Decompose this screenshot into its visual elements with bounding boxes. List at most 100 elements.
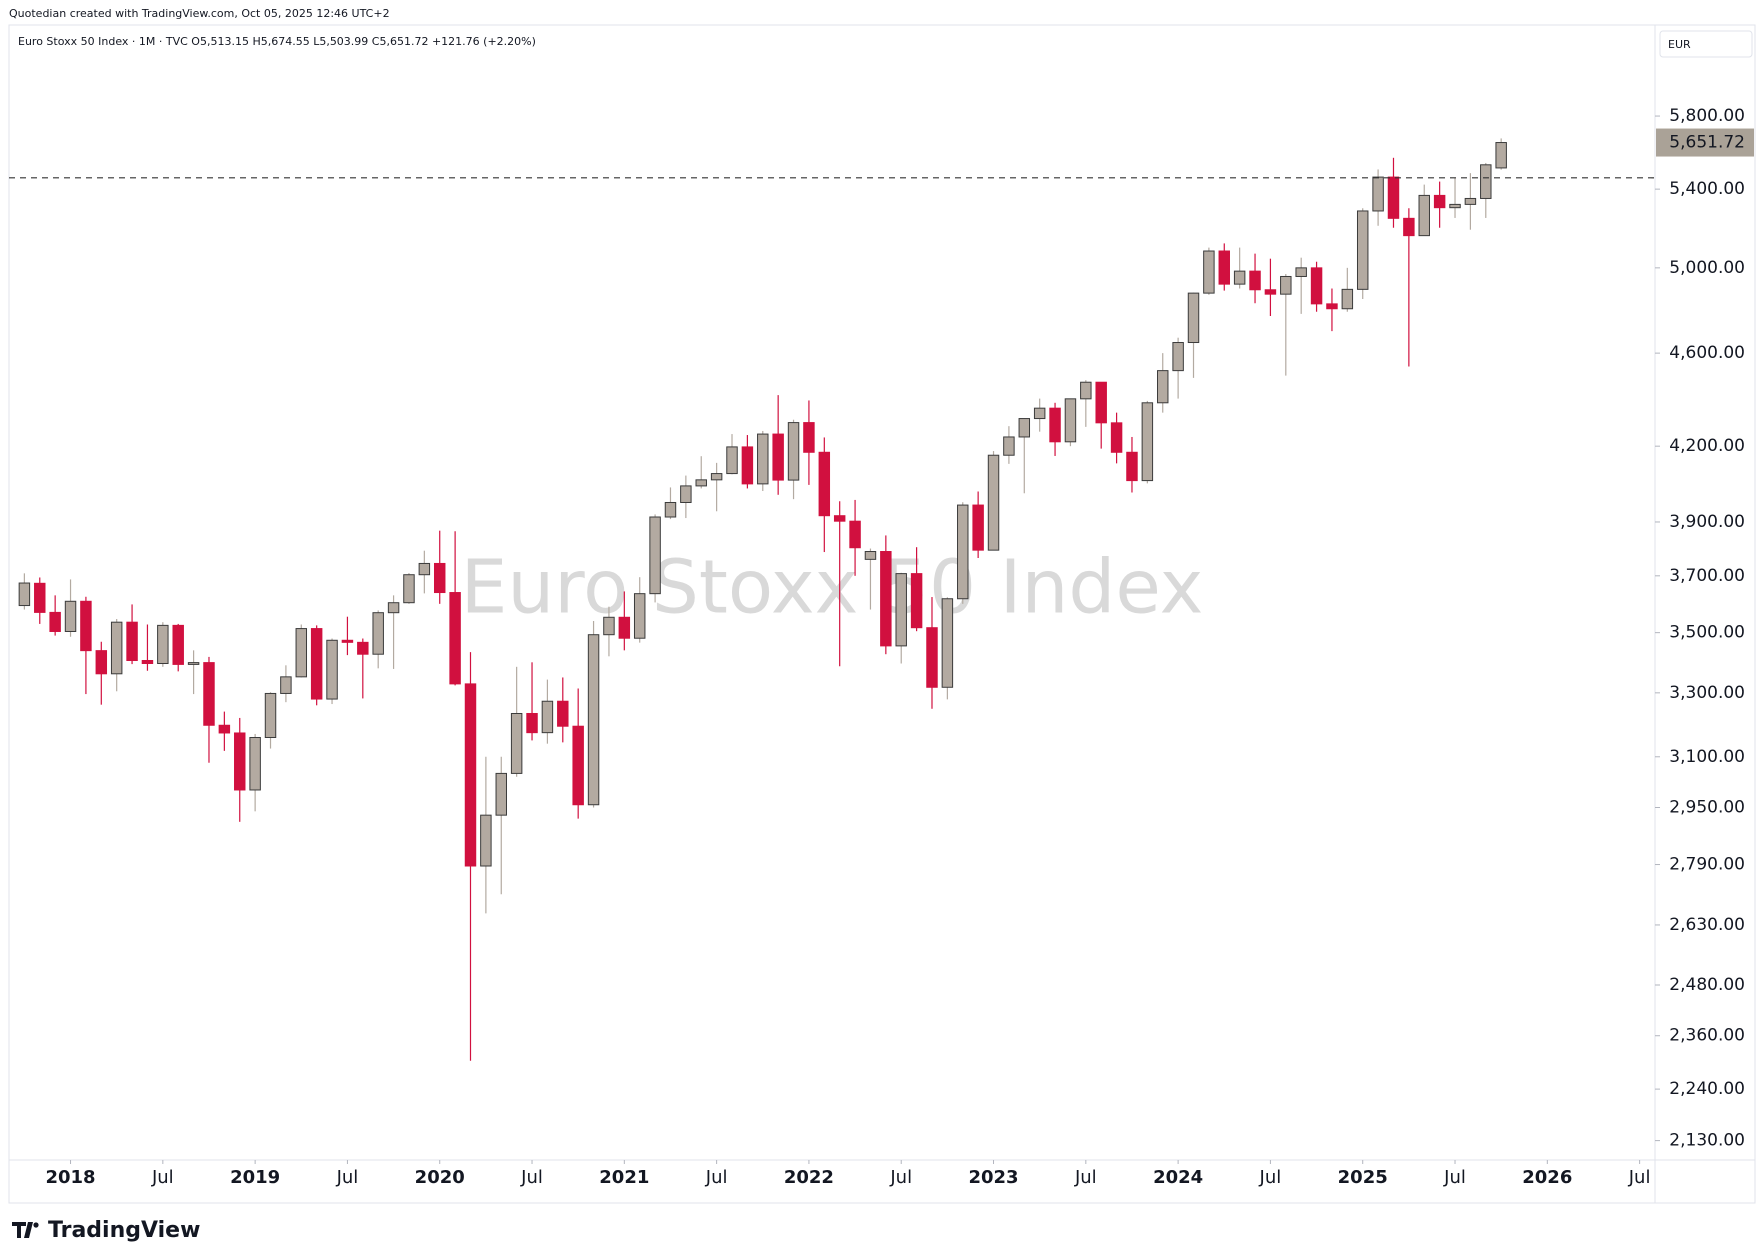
y-tick-label: 5,400.00	[1669, 179, 1745, 199]
candle-body	[757, 433, 769, 485]
candle-body	[203, 662, 215, 726]
candle-body	[264, 692, 277, 738]
candle-body	[1203, 250, 1215, 294]
candle-body	[110, 621, 123, 675]
candle-body	[572, 725, 584, 806]
candle-body	[1372, 176, 1384, 212]
candle-body	[464, 683, 477, 867]
x-tick-label: 2021	[599, 1167, 649, 1188]
candle-body	[633, 593, 646, 639]
candle-body	[926, 627, 938, 688]
x-tick-label: Jul	[1443, 1167, 1466, 1188]
candle-body	[1233, 270, 1246, 285]
candle-body	[710, 473, 723, 481]
candle-body	[1403, 217, 1415, 237]
x-tick-label: Jul	[1628, 1167, 1651, 1188]
watermark: Euro Stoxx 50 Index	[461, 545, 1204, 631]
candle-body	[1141, 402, 1154, 482]
currency: EUR	[1668, 38, 1691, 51]
candle-body	[295, 628, 308, 678]
x-tick-label: 2018	[45, 1167, 95, 1188]
candle-body	[587, 634, 600, 806]
x-tick-label: 2019	[230, 1167, 280, 1188]
candle-body	[895, 573, 907, 647]
candle-body	[1310, 267, 1323, 305]
candle-body	[880, 551, 892, 647]
x-tick-label: 2024	[1153, 1167, 1203, 1188]
x-tick-label: 2020	[415, 1167, 465, 1188]
candle-body	[1218, 250, 1231, 285]
y-tick-label: 2,130.00	[1669, 1131, 1745, 1151]
candle-body	[187, 662, 200, 665]
chart-frame	[8, 24, 1756, 1204]
candle-body	[1449, 203, 1461, 209]
y-tick-label: 2,240.00	[1669, 1079, 1745, 1099]
candle-body	[449, 592, 461, 685]
y-tick-label: 2,790.00	[1669, 855, 1745, 875]
candle-body	[1080, 381, 1092, 400]
candle-body	[972, 504, 984, 551]
candle-body	[310, 628, 323, 700]
candle-body	[987, 454, 1000, 551]
candle-body	[433, 562, 446, 594]
candle-body	[1295, 267, 1307, 277]
x-tick-label: Jul	[336, 1167, 359, 1188]
candle-body	[1495, 142, 1507, 169]
candle-body	[1341, 288, 1354, 310]
x-tick-label: Jul	[705, 1167, 728, 1188]
candle-body	[1018, 418, 1031, 438]
candle-body	[387, 602, 400, 614]
candle-body	[1049, 407, 1061, 443]
candle-body	[1356, 210, 1369, 290]
y-tick-label: 5,800.00	[1669, 106, 1745, 126]
candle-body	[1003, 436, 1015, 456]
currency-box[interactable]	[1659, 30, 1753, 58]
candle-body	[1433, 194, 1446, 209]
y-tick-label: 3,700.00	[1669, 566, 1745, 586]
attribution: Quotedian created with TradingView.com, …	[9, 7, 390, 20]
candle-body	[280, 676, 292, 694]
candle-body	[418, 562, 431, 576]
candle-body	[695, 479, 707, 487]
candle-body	[49, 611, 61, 632]
brand-logo	[12, 1222, 39, 1238]
candle-body	[1157, 370, 1169, 404]
candle-body	[357, 641, 369, 655]
candle-body	[126, 621, 138, 661]
y-tick-label: 4,200.00	[1669, 436, 1745, 456]
candle-body	[234, 732, 246, 791]
last-price-box	[1656, 128, 1754, 157]
candle-body	[1480, 164, 1492, 199]
candle-body	[680, 485, 692, 503]
candle-body	[80, 600, 92, 652]
candle-body	[941, 598, 954, 688]
candle-body	[726, 446, 738, 475]
candle-body	[557, 700, 569, 727]
y-tick-label: 2,360.00	[1669, 1026, 1745, 1046]
candle-body	[526, 712, 538, 734]
x-tick-label: Jul	[889, 1167, 912, 1188]
y-tick-label: 5,000.00	[1669, 258, 1745, 278]
candle-body	[1187, 292, 1200, 344]
candle-body	[833, 515, 846, 522]
y-tick-label: 4,600.00	[1669, 343, 1745, 363]
candle-body	[1280, 275, 1292, 295]
candle-body	[1033, 407, 1046, 420]
candle-body	[818, 451, 831, 517]
x-tick-label: Jul	[151, 1167, 174, 1188]
x-tick-label: 2023	[968, 1167, 1018, 1188]
candle-body	[495, 772, 507, 816]
candle-body	[1264, 289, 1277, 295]
candle-body	[664, 501, 677, 518]
candle-body	[541, 700, 554, 734]
candle-body	[603, 616, 615, 636]
x-tick-label: Jul	[520, 1167, 543, 1188]
last-price-label: 5,651.72	[1669, 133, 1745, 153]
candle-body	[849, 520, 861, 549]
candle-body	[1064, 398, 1077, 443]
candle-body	[1095, 381, 1107, 424]
candle-body	[1418, 194, 1430, 237]
candle-body	[510, 712, 523, 774]
